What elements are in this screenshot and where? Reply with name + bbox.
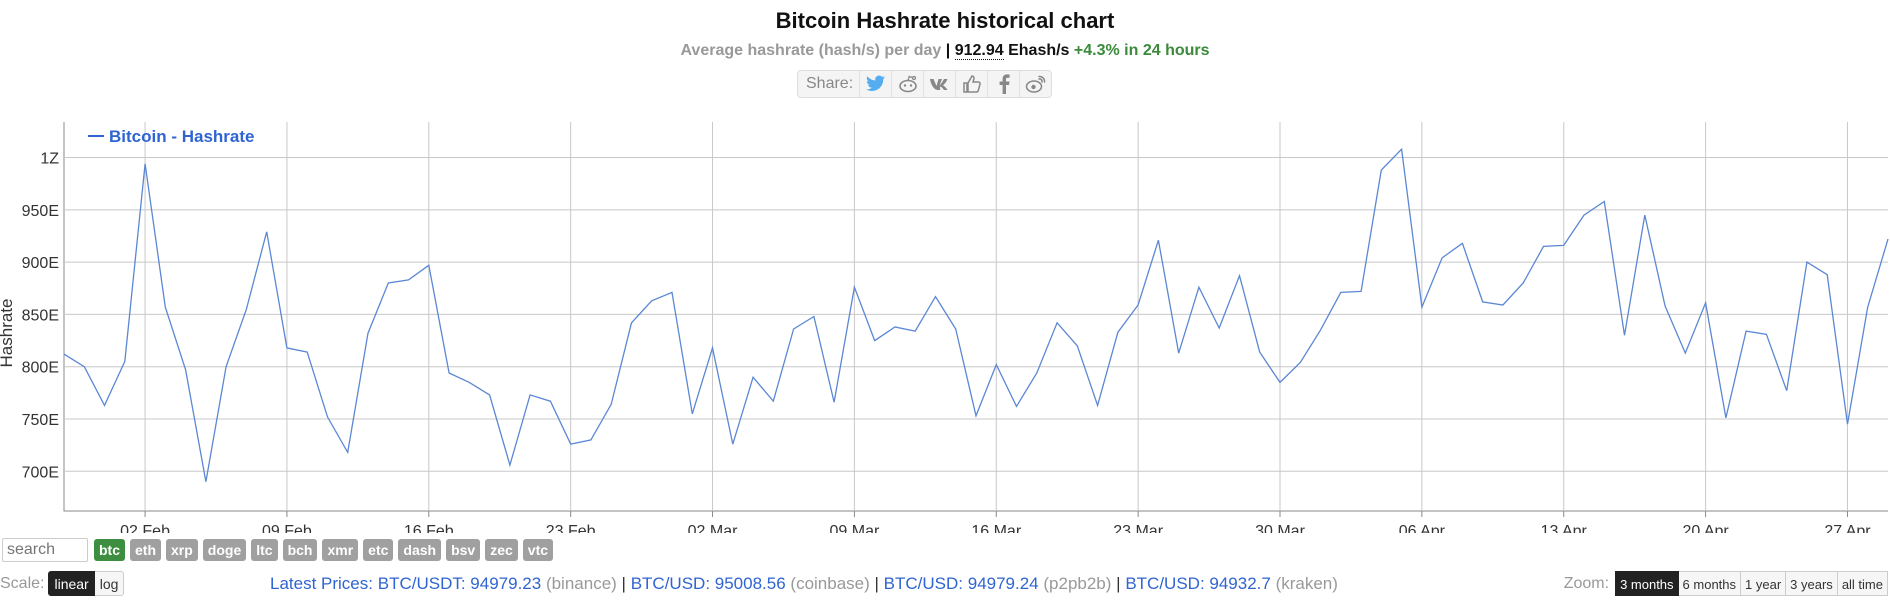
scale-linear-button[interactable]: linear <box>48 571 95 596</box>
y-axis-ticks: 700E 750E 800E 850E 900E 950E 1Z <box>22 151 60 482</box>
current-hashrate-unit: Ehash/s <box>1008 42 1070 59</box>
price-binance[interactable]: BTC/USDT: 94979.23 <box>377 574 542 593</box>
x-tick-label: 06 Apr <box>1399 523 1446 533</box>
coin-eth-button[interactable]: eth <box>130 539 161 561</box>
twitter-icon[interactable] <box>859 71 891 97</box>
coin-etc-button[interactable]: etc <box>363 539 394 561</box>
x-tick-label: 09 Mar <box>830 523 880 533</box>
price-separator: | <box>1116 574 1121 593</box>
subtitle-separator: | <box>945 42 951 59</box>
y-tick-label: 750E <box>22 412 59 429</box>
search-input[interactable] <box>2 538 88 562</box>
y-tick-label: 1Z <box>40 151 59 168</box>
x-tick-label: 16 Feb <box>404 523 454 533</box>
y-tick-label: 850E <box>22 307 59 324</box>
coin-btc-button[interactable]: btc <box>94 539 125 561</box>
prices-label: Latest Prices: <box>270 574 373 593</box>
scale-control: Scale: linear log <box>0 571 125 596</box>
y-tick-label: 800E <box>22 360 59 377</box>
coin-zec-button[interactable]: zec <box>485 539 518 561</box>
chart-grid <box>63 122 1888 517</box>
x-tick-label: 02 Mar <box>688 523 738 533</box>
zoom-all-time-button[interactable]: all time <box>1837 571 1888 596</box>
y-axis-label: Hashrate <box>0 299 16 368</box>
hashrate-chart[interactable]: 700E 750E 800E 850E 900E 950E 1Z 02 Feb 09 Feb 1… <box>0 118 1890 533</box>
axis-frame <box>63 122 1888 512</box>
x-axis-ticks: 02 Feb 09 Feb 16 Feb 23 Feb 02 Mar 09 Mar 16 M… <box>120 523 1871 533</box>
x-tick-label: 23 Mar <box>1113 523 1163 533</box>
like-icon[interactable] <box>955 71 987 97</box>
exchange-p2pb2b: (p2pb2b) <box>1043 574 1112 593</box>
zoom-6-months-button[interactable]: 6 months <box>1678 571 1742 596</box>
coin-bch-button[interactable]: bch <box>282 539 318 561</box>
price-coinbase[interactable]: BTC/USD: 95008.56 <box>630 574 786 593</box>
exchange-binance: (binance) <box>545 574 617 593</box>
share-bar: Share: <box>797 70 1053 98</box>
x-tick-label: 23 Feb <box>546 523 596 533</box>
weibo-icon[interactable] <box>1019 71 1051 97</box>
x-tick-label: 20 Apr <box>1682 523 1729 533</box>
scale-log-button[interactable]: log <box>94 571 125 596</box>
x-tick-label: 16 Mar <box>971 523 1021 533</box>
hashrate-change: +4.3% in 24 hours <box>1073 42 1210 59</box>
subtitle-prefix: Average hashrate (hash/s) per day <box>680 42 942 59</box>
coin-dash-button[interactable]: dash <box>398 539 442 561</box>
price-separator: | <box>621 574 626 593</box>
coin-xrp-button[interactable]: xrp <box>166 539 198 561</box>
x-tick-label: 02 Feb <box>120 523 170 533</box>
zoom-1-year-button[interactable]: 1 year <box>1741 571 1787 596</box>
zoom-label: Zoom: <box>1563 574 1610 592</box>
price-kraken[interactable]: BTC/USD: 94932.7 <box>1125 574 1271 593</box>
coin-list: btc eth xrp doge ltc bch xmr etc dash bsv zec vtc <box>94 539 558 561</box>
x-tick-label: 30 Mar <box>1255 523 1305 533</box>
exchange-coinbase: (coinbase) <box>790 574 870 593</box>
latest-prices: Latest Prices: BTC/USDT: 94979.23 (binan… <box>270 574 1338 594</box>
x-tick-label: 13 Apr <box>1541 523 1588 533</box>
current-hashrate-value: 912.94 <box>954 42 1004 60</box>
x-tick-label: 09 Feb <box>262 523 312 533</box>
zoom-control: Zoom: 3 months 6 months 1 year 3 years a… <box>1564 571 1888 596</box>
y-tick-label: 900E <box>22 255 59 272</box>
coin-doge-button[interactable]: doge <box>202 539 247 561</box>
y-tick-label: 950E <box>22 203 59 220</box>
scale-label: Scale: <box>0 574 45 592</box>
exchange-kraken: (kraken) <box>1275 574 1338 593</box>
vk-icon[interactable] <box>923 71 955 97</box>
coin-bsv-button[interactable]: bsv <box>446 539 481 561</box>
facebook-icon[interactable] <box>987 71 1019 97</box>
reddit-icon[interactable] <box>891 71 923 97</box>
zoom-3-months-button[interactable]: 3 months <box>1615 571 1679 596</box>
hashrate-series-line <box>63 147 1889 482</box>
y-tick-label: 700E <box>22 464 59 481</box>
chart-subtitle: Average hashrate (hash/s) per day | 912.… <box>0 42 1890 60</box>
share-label: Share: <box>806 75 854 92</box>
chart-title: Bitcoin Hashrate historical chart <box>775 8 1115 33</box>
coin-vtc-button[interactable]: vtc <box>522 539 554 561</box>
coin-xmr-button[interactable]: xmr <box>322 539 359 561</box>
price-p2pb2b[interactable]: BTC/USD: 94979.24 <box>883 574 1039 593</box>
coin-ltc-button[interactable]: ltc <box>251 539 278 561</box>
price-separator: | <box>874 574 879 593</box>
legend-entry: Bitcoin - Hashrate <box>109 127 254 146</box>
zoom-3-years-button[interactable]: 3 years <box>1786 571 1838 596</box>
x-tick-label: 27 Apr <box>1824 523 1871 533</box>
